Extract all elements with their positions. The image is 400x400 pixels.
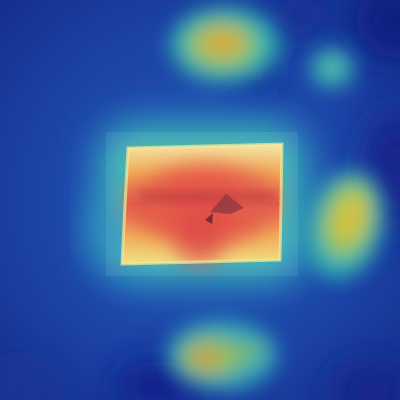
bottom-blob bbox=[167, 320, 277, 390]
center-object bbox=[120, 142, 284, 266]
top-right-dot bbox=[310, 48, 354, 88]
top-blob bbox=[170, 7, 280, 83]
right-blob bbox=[305, 170, 385, 280]
left-patch bbox=[90, 200, 130, 260]
